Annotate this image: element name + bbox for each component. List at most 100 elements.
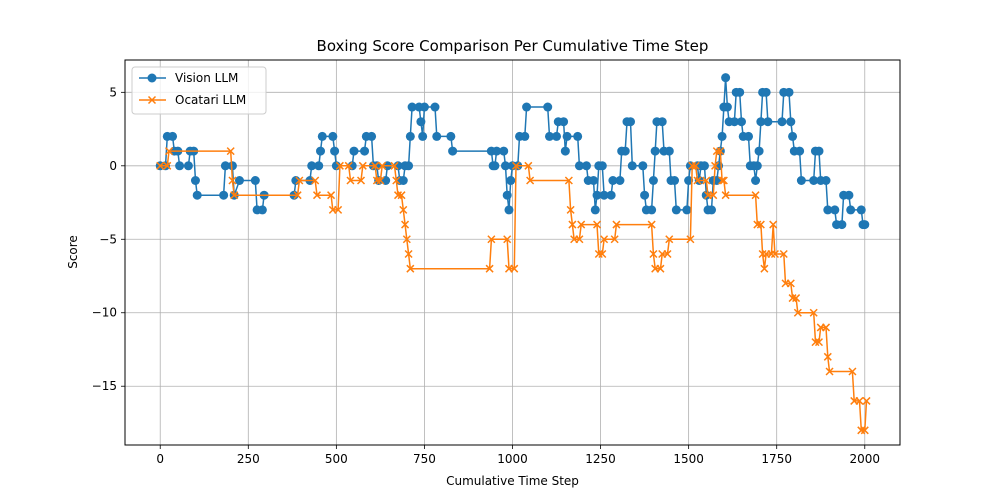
data-point (753, 220, 762, 229)
data-point (448, 146, 458, 156)
data-point (573, 131, 583, 141)
data-point (744, 131, 754, 141)
data-point (520, 131, 530, 141)
data-point (226, 147, 235, 156)
data-point (404, 161, 414, 171)
data-point (234, 175, 244, 185)
data-point (712, 147, 721, 156)
data-point (682, 205, 692, 215)
data-point (499, 146, 509, 156)
data-point (559, 117, 569, 127)
data-point (809, 308, 818, 317)
y-tick-label: 0 (109, 159, 117, 173)
data-point (526, 176, 535, 185)
data-point (756, 117, 766, 127)
data-point (608, 175, 618, 185)
data-point (735, 87, 745, 97)
data-point (598, 249, 607, 258)
data-point (168, 131, 178, 141)
data-point (183, 161, 193, 171)
data-point (638, 161, 648, 171)
data-point (707, 205, 717, 215)
data-point (811, 338, 820, 347)
data-point (511, 161, 521, 170)
data-point (721, 73, 731, 83)
data-point (784, 87, 794, 97)
data-point (761, 87, 771, 97)
data-point (219, 190, 229, 200)
data-point (367, 131, 377, 141)
data-point (407, 102, 417, 112)
data-point (594, 249, 603, 258)
data-point (430, 102, 440, 112)
data-point (405, 131, 415, 141)
data-point (330, 146, 340, 156)
data-point (620, 146, 630, 156)
data-point (503, 235, 512, 244)
data-point (717, 131, 727, 141)
data-point (663, 249, 672, 258)
data-point (378, 161, 387, 170)
data-point (502, 190, 512, 200)
legend: Vision LLM Ocatari LLM (131, 66, 267, 115)
data-point (756, 220, 765, 229)
data-point (846, 205, 856, 215)
data-point (335, 161, 344, 170)
data-point (606, 190, 616, 200)
data-point (165, 147, 174, 156)
data-point (356, 176, 366, 185)
data-point (544, 131, 554, 141)
data-point (492, 146, 502, 156)
data-point (814, 146, 824, 156)
x-tick-label: 750 (413, 452, 436, 466)
data-point (432, 131, 442, 141)
data-point (664, 146, 674, 156)
legend-label-vision: Vision LLM (175, 71, 238, 85)
data-point (709, 191, 718, 200)
data-point (575, 235, 584, 244)
data-point (688, 161, 697, 170)
x-tick-label: 1000 (497, 452, 528, 466)
data-point (686, 235, 695, 244)
x-tick-label: 1250 (585, 452, 616, 466)
data-point (856, 205, 866, 215)
data-point (796, 175, 806, 185)
data-point (593, 220, 602, 229)
data-point (564, 176, 573, 185)
data-point (763, 117, 773, 127)
data-point (592, 190, 602, 200)
data-point (711, 161, 720, 170)
data-point (722, 102, 732, 112)
data-point (175, 161, 185, 171)
series-group (155, 73, 871, 435)
data-point (250, 175, 260, 185)
data-point (404, 249, 413, 258)
data-point (360, 146, 370, 156)
data-point (574, 161, 584, 171)
data-point (610, 235, 619, 244)
y-axis-label: Score (66, 235, 80, 269)
x-tick-label: 2000 (849, 452, 880, 466)
series-vision-llm (155, 73, 870, 230)
data-point (406, 264, 415, 273)
data-point (691, 161, 700, 170)
data-point (316, 146, 326, 156)
data-point (718, 176, 727, 185)
data-point (640, 190, 650, 200)
data-point (612, 220, 621, 229)
data-point (670, 175, 680, 185)
data-point (227, 161, 237, 171)
data-point (314, 161, 324, 171)
data-point (860, 426, 869, 435)
data-point (589, 175, 599, 185)
data-point (446, 131, 456, 141)
data-point (671, 205, 681, 215)
y-tick-label: −10 (92, 306, 117, 320)
data-point (860, 220, 870, 230)
data-point (506, 175, 516, 185)
data-point (615, 175, 625, 185)
data-point (626, 117, 636, 127)
series-ocatari-llm (156, 147, 871, 435)
data-point (684, 175, 694, 185)
legend-label-ocatari: Ocatari LLM (175, 93, 246, 107)
